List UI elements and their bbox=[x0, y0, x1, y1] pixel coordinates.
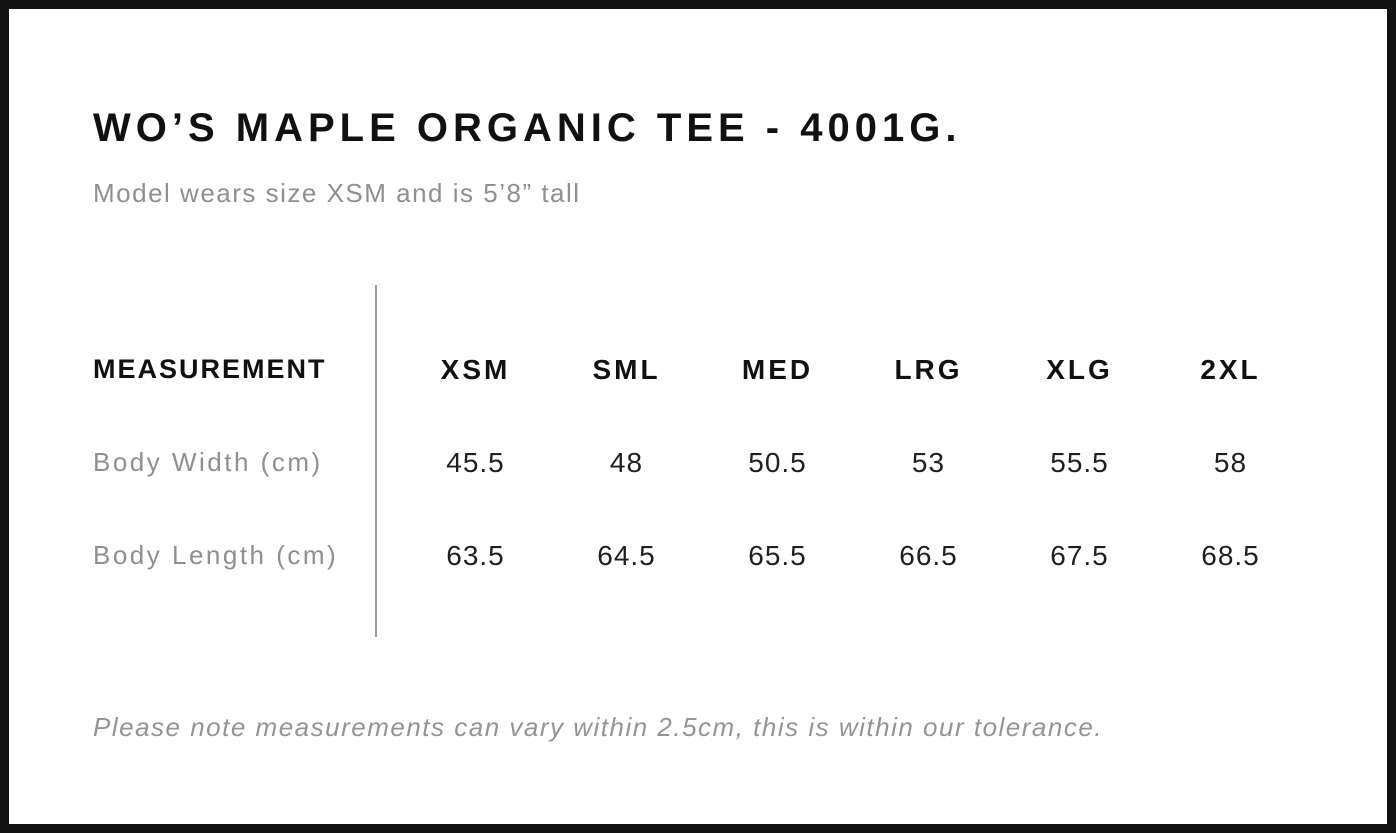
table-row-body-length: Body Length (cm) 63.5 64.5 65.5 66.5 67.… bbox=[93, 509, 1313, 602]
page-title: WO’S MAPLE ORGANIC TEE - 4001G. bbox=[93, 106, 962, 150]
tolerance-note: Please note measurements can vary within… bbox=[93, 712, 1104, 742]
body-length-value-lrg: 66.5 bbox=[899, 539, 958, 571]
body-width-value-sml: 48 bbox=[609, 446, 644, 478]
size-chart-rows: MEASUREMENT XSM SML MED LRG XLG 2XL Body… bbox=[93, 285, 1313, 602]
row-label-body-length: Body Length (cm) bbox=[93, 540, 339, 570]
size-header-xlg: XLG bbox=[1046, 353, 1113, 385]
body-length-value-xsm: 63.5 bbox=[446, 539, 505, 571]
row-label-body-width: Body Width (cm) bbox=[93, 447, 323, 477]
body-length-value-med: 65.5 bbox=[748, 539, 807, 571]
model-size-note: Model wears size XSM and is 5’8” tall bbox=[93, 178, 581, 208]
body-width-value-xsm: 45.5 bbox=[446, 446, 505, 478]
body-length-value-sml: 64.5 bbox=[597, 539, 656, 571]
table-header-row: MEASUREMENT XSM SML MED LRG XLG 2XL bbox=[93, 323, 1313, 416]
size-header-sml: SML bbox=[592, 353, 661, 385]
size-chart-table: MEASUREMENT XSM SML MED LRG XLG 2XL Body… bbox=[93, 285, 1313, 637]
measurement-column-header: MEASUREMENT bbox=[93, 354, 327, 384]
size-header-2xl: 2XL bbox=[1200, 353, 1261, 385]
size-header-med: MED bbox=[741, 353, 814, 385]
table-vertical-divider bbox=[375, 285, 377, 637]
body-width-value-lrg: 53 bbox=[911, 446, 946, 478]
body-length-value-2xl: 68.5 bbox=[1201, 539, 1260, 571]
body-width-value-xlg: 55.5 bbox=[1050, 446, 1109, 478]
table-row-body-width: Body Width (cm) 45.5 48 50.5 53 55.5 58 bbox=[93, 416, 1313, 509]
body-length-value-xlg: 67.5 bbox=[1050, 539, 1109, 571]
size-header-xsm: XSM bbox=[440, 353, 511, 385]
body-width-value-2xl: 58 bbox=[1213, 446, 1248, 478]
body-width-value-med: 50.5 bbox=[748, 446, 807, 478]
size-header-lrg: LRG bbox=[894, 353, 963, 385]
